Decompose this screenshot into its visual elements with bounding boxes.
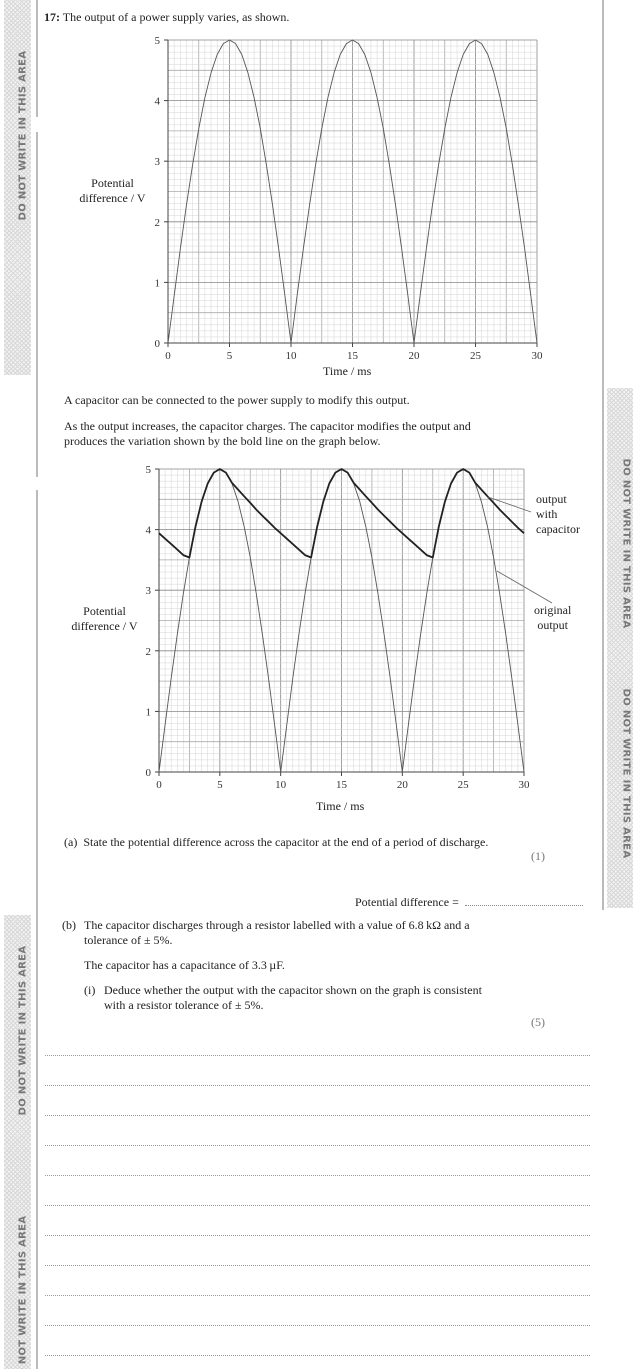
paragraph-2-line-1: As the output increases, the capacitor c… — [64, 419, 471, 433]
margin-warning: DO NOT WRITE IN THIS AREA — [17, 945, 29, 1116]
y-tick-label: 1 — [146, 706, 152, 718]
x-tick-label: 30 — [519, 779, 531, 791]
question-intro: 17: The output of a power supply varies,… — [44, 10, 289, 25]
part-b-i-marks: (5) — [531, 1015, 545, 1029]
series-line-original-output — [167, 39, 538, 344]
series-line-output-with-capacitor — [158, 468, 525, 559]
annotation-line: output — [536, 492, 567, 506]
answer-line[interactable] — [45, 1355, 590, 1356]
x-tick-label: 0 — [156, 779, 162, 791]
part-a-label: (a) — [64, 835, 78, 849]
answer-line[interactable] — [45, 1295, 590, 1296]
y-tick-label: 4 — [155, 96, 161, 108]
part-b-line-3: The capacitor has a capacitance of 3.3 µ… — [84, 958, 285, 972]
answer-field[interactable] — [464, 893, 583, 906]
x-tick-label: 25 — [470, 350, 482, 362]
x-tick-label: 5 — [227, 350, 233, 362]
annotation-output-with-capacitor: output with capacitor — [536, 492, 580, 537]
paragraph-2-line-2: produces the variation shown by the bold… — [64, 434, 381, 448]
x-tick-label: 0 — [165, 350, 171, 362]
part-b-line-2: tolerance of ± 5%. — [84, 933, 173, 947]
ylabel-line: difference / V — [71, 619, 138, 633]
margin-strip-right: DO NOT WRITE IN THIS AREA DO NOT WRITE I… — [607, 388, 633, 908]
y-tick-label: 5 — [155, 35, 161, 47]
annotation-line: output — [537, 618, 568, 632]
answer-line[interactable] — [45, 1145, 590, 1146]
question-intro-text: The output of a power supply varies, as … — [62, 10, 290, 24]
ylabel-line: difference / V — [79, 191, 146, 205]
ylabel-line: Potential — [83, 604, 126, 618]
x-tick-label: 20 — [397, 779, 409, 791]
annotation-line: capacitor — [536, 522, 580, 536]
answer-line[interactable] — [45, 1175, 590, 1176]
part-a-text: State the potential difference across th… — [83, 835, 489, 849]
answer-line[interactable] — [45, 1205, 590, 1206]
margin-border — [602, 0, 604, 910]
margin-strip-left-bottom: DO NOT WRITE IN THIS AREA DO NOT WRITE I… — [4, 915, 31, 1369]
part-a-answer[interactable]: Potential difference = — [355, 893, 583, 910]
y-tick-label: 4 — [146, 525, 152, 537]
part-b-i-line-2: with a resistor tolerance of ± 5%. — [104, 998, 264, 1012]
x-tick-label: 10 — [275, 779, 287, 791]
margin-border — [36, 490, 38, 1369]
chart2-ylabel: Potential difference / V — [62, 604, 147, 634]
x-tick-label: 25 — [458, 779, 470, 791]
answer-line[interactable] — [45, 1235, 590, 1236]
y-tick-label: 5 — [146, 464, 152, 476]
part-a: (a) State the potential difference acros… — [64, 835, 488, 850]
part-b-i-label: (i) — [84, 983, 96, 997]
part-b-i-line-1: Deduce whether the output with the capac… — [104, 983, 482, 997]
x-tick-label: 5 — [217, 779, 223, 791]
annotation-line: original — [534, 603, 572, 617]
y-tick-label: 1 — [155, 277, 161, 289]
x-tick-label: 15 — [336, 779, 348, 791]
margin-strip-left-top: DO NOT WRITE IN THIS AREA DO NOT WRITE I… — [4, 0, 31, 375]
y-tick-label: 0 — [146, 767, 152, 779]
x-tick-label: 30 — [532, 350, 544, 362]
annotation-leader-output-with-capacitor — [487, 496, 532, 513]
chart1-ylabel: Potential difference / V — [70, 176, 155, 206]
y-tick-label: 3 — [155, 156, 161, 168]
answer-line[interactable] — [45, 1265, 590, 1266]
part-b-label: (b) — [62, 918, 76, 932]
margin-border — [36, 0, 38, 117]
answer-prompt: Potential difference = — [355, 895, 459, 909]
y-tick-label: 0 — [155, 338, 161, 350]
annotation-line: with — [536, 507, 558, 521]
annotation-leader-original-output — [496, 570, 553, 604]
question-number: 17: — [44, 10, 60, 24]
chart2-xlabel: Time / ms — [316, 799, 365, 813]
margin-warning: DO NOT WRITE IN THIS AREA — [17, 1215, 29, 1369]
part-a-marks: (1) — [531, 849, 545, 863]
chart-original-output: 0 5 10 15 20 25 30 0 1 2 3 4 5 — [155, 35, 544, 362]
x-tick-label: 20 — [409, 350, 421, 362]
y-tick-label: 3 — [146, 585, 152, 597]
answer-line[interactable] — [45, 1325, 590, 1326]
x-tick-label: 15 — [347, 350, 359, 362]
x-tick-label: 10 — [286, 350, 298, 362]
y-tick-label: 2 — [146, 646, 152, 658]
answer-line[interactable] — [45, 1055, 590, 1056]
answer-line[interactable] — [45, 1085, 590, 1086]
annotation-original-output: original output — [534, 603, 571, 633]
chart-with-capacitor: 0 5 10 15 20 25 30 0 1 2 3 4 5 — [146, 464, 553, 791]
answer-line[interactable] — [45, 1115, 590, 1116]
paragraph-1: A capacitor can be connected to the powe… — [64, 393, 410, 407]
chart1-xlabel: Time / ms — [323, 364, 372, 378]
y-tick-label: 2 — [155, 217, 161, 229]
margin-border — [36, 132, 38, 477]
part-b-line-1: The capacitor discharges through a resis… — [84, 918, 470, 932]
ylabel-line: Potential — [91, 176, 134, 190]
